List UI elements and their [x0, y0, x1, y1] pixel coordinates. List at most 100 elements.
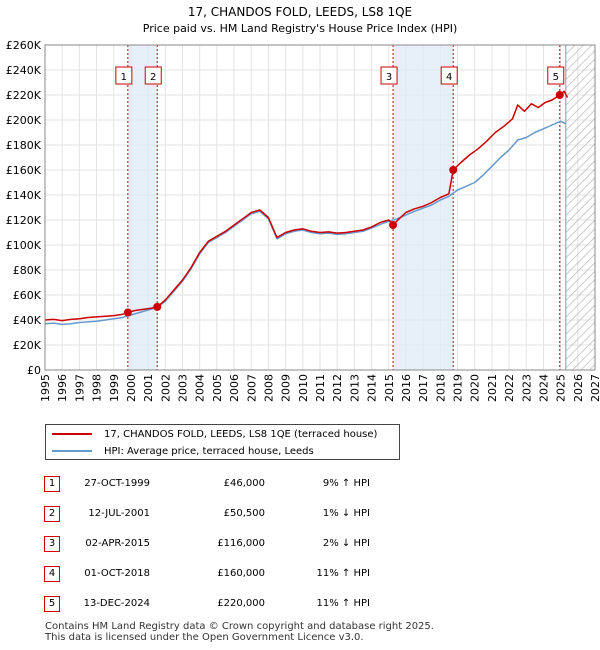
- y-tick-label: £120K: [6, 214, 42, 227]
- legend-item-hpi: HPI: Average price, terraced house, Leed…: [52, 443, 314, 459]
- sale-date: 12-JUL-2001: [88, 508, 150, 519]
- x-tick-label: 2006: [228, 374, 241, 402]
- x-tick-label: 2003: [177, 374, 190, 402]
- sale-marker-label: 3: [386, 72, 392, 83]
- legend-label-hpi: HPI: Average price, terraced house, Leed…: [104, 445, 314, 457]
- x-tick-label: 2004: [194, 374, 207, 402]
- footer-copyright: Contains HM Land Registry data © Crown c…: [45, 621, 434, 632]
- x-tick-label: 2019: [452, 374, 465, 402]
- sale-number-badge: 4: [44, 566, 60, 582]
- sale-number-badge: 5: [44, 596, 60, 612]
- sale-price: £220,000: [217, 598, 265, 609]
- plot-border: [44, 44, 596, 371]
- y-tick-label: £240K: [6, 64, 42, 77]
- x-tick-label: 2018: [434, 374, 447, 402]
- y-tick-label: £140K: [6, 189, 42, 202]
- x-tick-label: 2012: [331, 374, 344, 402]
- legend-item-property: 17, CHANDOS FOLD, LEEDS, LS8 1QE (terrac…: [52, 426, 377, 442]
- footer-license: Contains HM Land Registry data © Crown c…: [45, 621, 434, 643]
- sale-point: [123, 308, 132, 317]
- sale-point: [555, 91, 564, 99]
- x-tick-label: 2013: [348, 374, 361, 402]
- x-tick-label: 2022: [503, 374, 516, 402]
- sale-hpi-diff: 2% ↓ HPI: [322, 538, 370, 549]
- sale-price: £46,000: [223, 478, 265, 489]
- x-tick-label: 2016: [400, 374, 413, 402]
- sale-marker-box: [547, 66, 565, 85]
- sale-marker-box: [115, 66, 133, 85]
- sale-number-badge: 3: [44, 536, 60, 552]
- sale-hpi-diff: 1% ↓ HPI: [322, 508, 370, 519]
- x-tick-label: 2005: [211, 374, 224, 402]
- x-tick-label: 2025: [555, 374, 568, 402]
- sale-price: £160,000: [217, 568, 265, 579]
- sale-hpi-diff: 11% ↑ HPI: [316, 598, 370, 609]
- sale-marker-box: [440, 66, 458, 85]
- sale-row: 1 27-OCT-1999 £46,000 9% ↑ HPI: [0, 473, 600, 495]
- x-tick-label: 2024: [537, 374, 550, 402]
- x-tick-label: 2020: [469, 374, 482, 402]
- sale-marker-label: 4: [446, 72, 452, 83]
- y-tick-label: £220K: [6, 89, 42, 102]
- chart-title: 17, CHANDOS FOLD, LEEDS, LS8 1QE: [188, 5, 412, 19]
- x-tick-label: 1995: [39, 374, 52, 402]
- series-line-property: [44, 90, 569, 322]
- y-tick-label: £80K: [13, 264, 42, 277]
- legend-swatch-property: [52, 433, 92, 435]
- x-tick-label: 2026: [572, 374, 585, 402]
- sale-row: 3 02-APR-2015 £116,000 2% ↓ HPI: [0, 533, 600, 555]
- sale-point: [389, 221, 398, 229]
- sale-marker-label: 2: [150, 72, 156, 83]
- x-tick-label: 2017: [417, 374, 430, 402]
- x-tick-label: 2014: [366, 374, 379, 402]
- x-tick-label: 2009: [280, 374, 293, 402]
- x-tick-label: 2001: [142, 374, 155, 402]
- sale-date: 13-DEC-2024: [83, 598, 150, 609]
- chart-subtitle: Price paid vs. HM Land Registry's House …: [143, 22, 458, 35]
- x-tick-label: 2000: [125, 374, 138, 402]
- sale-period-shade: [127, 45, 158, 370]
- y-tick-label: £160K: [6, 164, 42, 177]
- x-tick-label: 2021: [486, 374, 499, 402]
- sale-price: £50,500: [223, 508, 265, 519]
- sale-row: 4 01-OCT-2018 £160,000 11% ↑ HPI: [0, 563, 600, 585]
- sale-point: [449, 166, 458, 174]
- x-tick-label: 2010: [297, 374, 310, 402]
- x-tick-label: 2023: [520, 374, 533, 402]
- sale-marker-label: 5: [553, 72, 559, 83]
- y-tick-label: £60K: [13, 289, 42, 302]
- sale-hpi-diff: 9% ↑ HPI: [322, 478, 370, 489]
- sale-date: 27-OCT-1999: [84, 478, 150, 489]
- sale-point: [153, 302, 162, 311]
- x-tick-label: 2002: [159, 374, 172, 402]
- forecast-hatch: [565, 45, 595, 370]
- series-line-hpi: [44, 120, 567, 326]
- y-tick-label: £260K: [6, 39, 42, 52]
- sale-row: 2 12-JUL-2001 £50,500 1% ↓ HPI: [0, 503, 600, 525]
- footer-licence: This data is licensed under the Open Gov…: [45, 632, 364, 643]
- x-tick-label: 2007: [245, 374, 258, 402]
- x-tick-label: 2027: [589, 374, 600, 402]
- sale-marker-label: 1: [121, 72, 127, 83]
- y-tick-label: £180K: [6, 139, 42, 152]
- x-tick-label: 1998: [91, 374, 104, 402]
- sale-price: £116,000: [217, 538, 265, 549]
- sale-marker-box: [144, 66, 162, 85]
- x-tick-label: 2011: [314, 374, 327, 402]
- sale-date: 01-OCT-2018: [84, 568, 150, 579]
- y-tick-label: £200K: [6, 114, 42, 127]
- y-tick-label: £20K: [13, 339, 42, 352]
- y-tick-label: £100K: [6, 239, 42, 252]
- x-tick-label: 2008: [262, 374, 275, 402]
- legend-label-property: 17, CHANDOS FOLD, LEEDS, LS8 1QE (terrac…: [104, 428, 378, 440]
- sale-row: 5 13-DEC-2024 £220,000 11% ↑ HPI: [0, 593, 600, 615]
- sale-number-badge: 1: [44, 476, 60, 492]
- legend-swatch-hpi: [52, 450, 92, 452]
- sale-number-badge: 2: [44, 506, 60, 522]
- y-tick-label: £0: [27, 364, 41, 377]
- x-tick-label: 1996: [56, 374, 69, 402]
- x-tick-label: 1999: [108, 374, 121, 402]
- y-tick-label: £40K: [13, 314, 42, 327]
- legend: 17, CHANDOS FOLD, LEEDS, LS8 1QE (terrac…: [45, 424, 400, 460]
- sale-hpi-diff: 11% ↑ HPI: [316, 568, 370, 579]
